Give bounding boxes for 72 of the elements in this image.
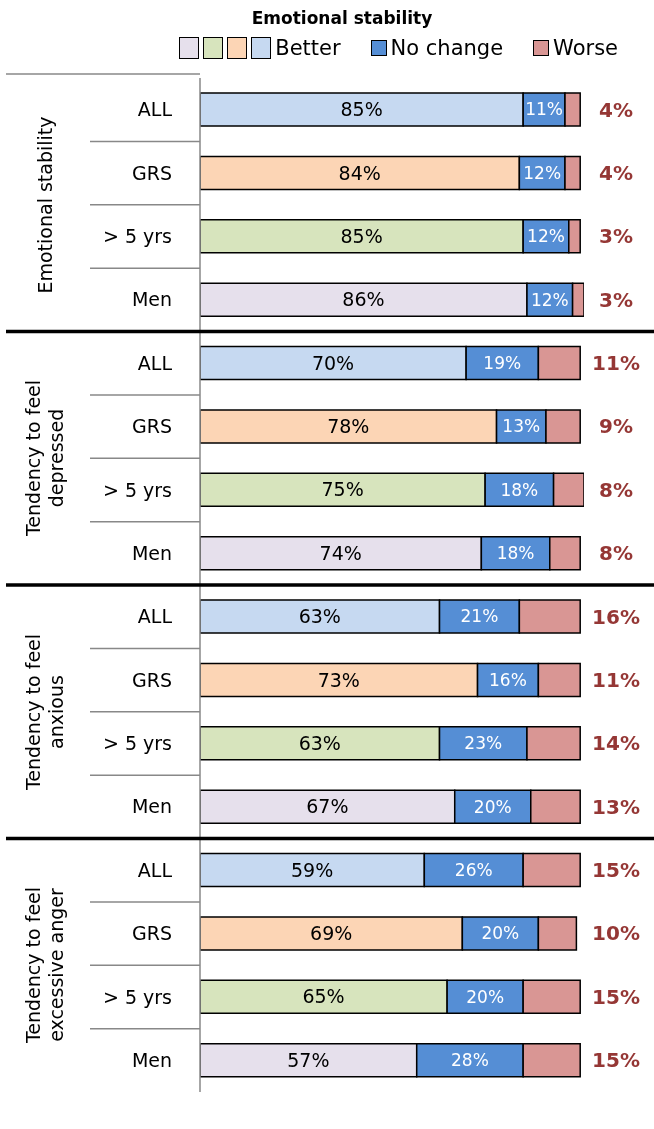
data-label: 11%	[592, 351, 640, 375]
data-label: 8%	[599, 541, 633, 566]
data-label: 16%	[592, 604, 640, 629]
data-label: 63%	[298, 731, 341, 754]
data-label: 8%	[599, 477, 633, 502]
y-tick-label: Men	[131, 1048, 172, 1071]
y-tick-label: > 5 yrs	[102, 478, 172, 501]
chart-title: Emotional stability	[250, 7, 434, 28]
y-tick-label: Men	[131, 288, 172, 311]
y-tick-label: GRS	[132, 161, 172, 184]
data-label: 57%	[287, 1048, 330, 1071]
legend-label: No change	[390, 36, 504, 60]
data-label: 12%	[523, 162, 562, 183]
data-label: 20%	[481, 923, 520, 944]
legend-label: Worse	[553, 36, 618, 60]
data-label: 3%	[599, 287, 633, 312]
data-label: 15%	[592, 858, 640, 882]
data-label: 28%	[451, 1050, 489, 1071]
data-label: 4%	[599, 97, 633, 122]
data-label: 75%	[321, 478, 364, 501]
data-label: 65%	[302, 985, 345, 1008]
data-label: 73%	[317, 668, 360, 691]
data-label: 13%	[592, 794, 640, 819]
y-tick-label: > 5 yrs	[102, 732, 172, 755]
y-tick-label: ALL	[137, 605, 173, 628]
y-tick-label: > 5 yrs	[102, 985, 172, 1008]
y-tick-label: ALL	[137, 858, 173, 881]
data-label: 12%	[527, 226, 565, 247]
data-label: 86%	[342, 288, 385, 311]
data-label: 20%	[473, 796, 512, 817]
data-label: 84%	[338, 161, 381, 184]
data-label: 21%	[460, 606, 499, 627]
data-label: 9%	[599, 414, 633, 439]
data-label: 23%	[464, 733, 503, 754]
data-label: 18%	[500, 479, 539, 500]
y-tick-label: > 5 yrs	[102, 225, 172, 248]
data-label: 15%	[592, 984, 640, 1009]
data-label: 85%	[340, 224, 383, 247]
data-label: 13%	[502, 416, 541, 437]
data-label: 20%	[466, 986, 505, 1007]
text: Tendency to feel depressed	[21, 379, 68, 539]
y-tick-label: Men	[131, 795, 172, 818]
data-label: 11%	[592, 667, 640, 692]
data-label: 59%	[291, 858, 334, 881]
y-tick-label: GRS	[132, 668, 172, 691]
y-tick-label: GRS	[132, 415, 172, 438]
data-label: 19%	[483, 352, 522, 373]
data-label: 78%	[327, 415, 370, 438]
data-label: 67%	[306, 795, 349, 818]
y-tick-label: Men	[131, 541, 172, 564]
data-label: 69%	[310, 922, 353, 945]
data-label: 14%	[592, 731, 640, 756]
data-label: 18%	[496, 543, 535, 564]
data-label: 11%	[525, 99, 563, 120]
data-label: 63%	[298, 605, 341, 628]
data-label: 85%	[340, 98, 383, 121]
text: Tendency to feel anxious	[21, 632, 68, 792]
data-label: 3%	[599, 224, 633, 249]
legend-label: Better	[275, 36, 341, 60]
data-label: 16%	[489, 669, 527, 690]
text: Tendency to feel excessive anger	[21, 886, 68, 1046]
data-label: 70%	[311, 351, 355, 374]
data-label: 4%	[599, 160, 633, 185]
data-label: 15%	[592, 1048, 640, 1073]
data-label: 26%	[454, 859, 493, 880]
text: Emotional stability	[32, 115, 57, 296]
y-tick-label: ALL	[137, 351, 173, 374]
data-label: 12%	[530, 289, 569, 310]
y-tick-label: GRS	[132, 922, 172, 945]
data-label: 10%	[592, 921, 640, 946]
y-tick-label: ALL	[137, 98, 173, 121]
data-label: 74%	[319, 541, 362, 564]
